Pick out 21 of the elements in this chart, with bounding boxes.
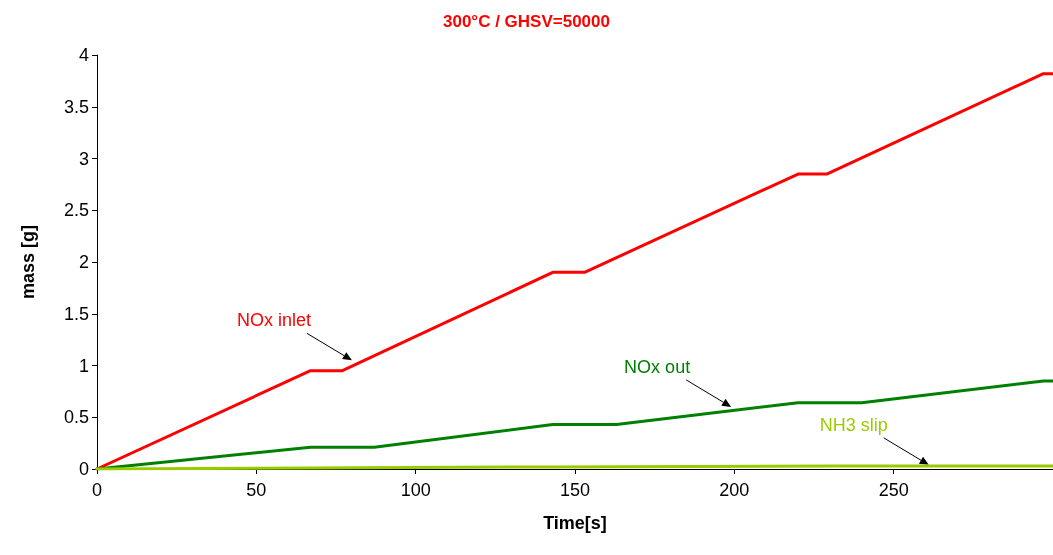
y-tick-label: 2 — [78, 252, 89, 272]
y-tick-label: 3.5 — [63, 96, 89, 117]
x-tick-label: 50 — [246, 480, 267, 500]
x-tick-label: 100 — [400, 480, 431, 500]
annotation: NOx inlet — [236, 310, 311, 331]
chart-title: 300°C / GHSV=50000 — [443, 12, 610, 31]
y-tick-label: 0.5 — [63, 407, 89, 428]
y-tick-label: 0 — [78, 459, 89, 479]
annotation: NOx out — [624, 356, 691, 377]
x-tick-label: 0 — [91, 480, 103, 500]
y-tick-label: 1.5 — [63, 303, 89, 324]
x-tick-label: 200 — [719, 480, 750, 500]
annotation: NH3 slip — [819, 414, 888, 435]
y-tick-label: 1 — [78, 355, 89, 376]
y-tick-label: 2.5 — [63, 200, 89, 221]
x-tick-label: 150 — [559, 480, 591, 500]
y-tick-label: 4 — [78, 45, 89, 65]
y-tick-label: 3 — [78, 148, 89, 169]
x-tick-label: 250 — [878, 480, 909, 500]
y-axis-title: mass [g] — [18, 224, 38, 300]
x-axis-title: Time[s] — [543, 513, 607, 533]
